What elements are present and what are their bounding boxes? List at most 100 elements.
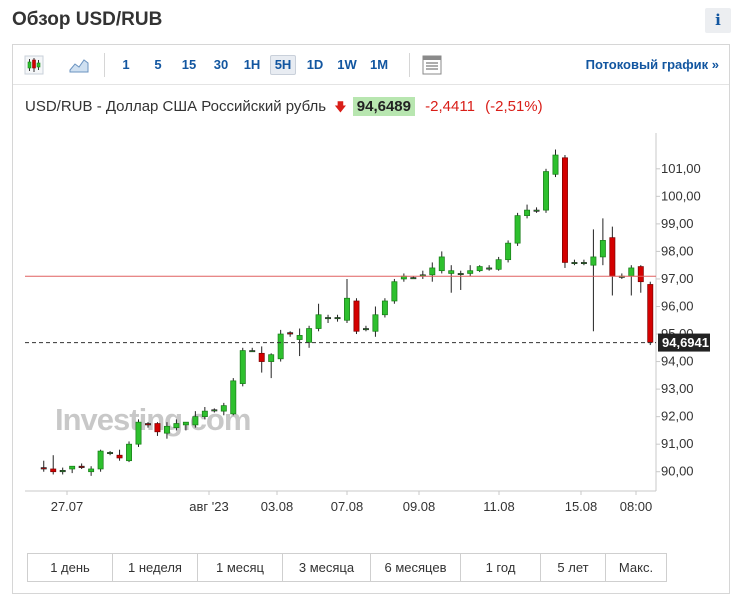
period-5-years[interactable]: 5 лет [541, 554, 606, 581]
x-tick-label: 08:00 [620, 499, 653, 514]
candlestick-icon[interactable] [23, 54, 45, 76]
candle-body [514, 215, 521, 244]
candle-body [495, 259, 502, 270]
candle-body [334, 317, 341, 320]
candle-body [590, 256, 597, 266]
x-tick-label: 03.08 [261, 499, 294, 514]
x-tick-label: 07.08 [331, 499, 364, 514]
quote-change: -2,4411 [425, 98, 475, 115]
candle-body [315, 314, 322, 329]
period-max[interactable]: Макс. [618, 560, 654, 575]
period-1-year[interactable]: 1 год [461, 554, 541, 581]
candle-body [163, 425, 170, 434]
candle-body [268, 354, 275, 362]
y-tick-label: 90,00 [661, 464, 694, 479]
interval-1w[interactable]: 1W [337, 57, 357, 72]
quote-symbol: USD/RUB [25, 98, 93, 115]
candle-body [429, 267, 436, 276]
y-tick-label: 100,00 [661, 188, 701, 203]
period-1-month[interactable]: 1 месяц [198, 554, 283, 581]
period-3-months[interactable]: 3 месяца [283, 554, 371, 581]
candle-body [647, 284, 654, 343]
interval-1m[interactable]: 1M [369, 57, 389, 72]
candle-body [391, 281, 398, 302]
candle-body [486, 267, 493, 270]
candle-body [107, 452, 114, 454]
y-tick-label: 92,00 [661, 409, 694, 424]
candle-body [97, 450, 104, 470]
candle-body [467, 270, 474, 274]
candle-body [258, 352, 265, 362]
current-price-label: 94,6941 [662, 335, 709, 350]
interval-5h[interactable]: 5H [270, 55, 296, 75]
interval-30[interactable]: 30 [213, 57, 229, 72]
candle-body [562, 157, 568, 263]
candle-body [50, 468, 57, 473]
x-tick-label: 09.08 [403, 499, 436, 514]
interval-15[interactable]: 15 [181, 57, 197, 72]
candle-body [438, 256, 445, 272]
page-title: Обзор USD/RUB [12, 9, 163, 30]
candle-body [533, 209, 540, 212]
streaming-chart-link[interactable]: Потоковый график » [585, 57, 719, 72]
x-tick-label: 15.08 [565, 499, 598, 514]
chart-toolbar: 1 5 15 30 1H 5H 1D 1W 1M Потоковый графи… [13, 45, 729, 85]
candle-body [543, 171, 549, 211]
candle-body [59, 469, 66, 473]
candle-body [580, 262, 587, 264]
candle-body [239, 350, 246, 384]
candle-body [220, 405, 227, 412]
candle-body [296, 335, 303, 340]
y-tick-label: 101,00 [661, 161, 701, 176]
interval-1[interactable]: 1 [122, 57, 130, 72]
y-tick-label: 99,00 [661, 216, 694, 231]
candle-body [78, 465, 85, 468]
candle-body [505, 242, 512, 261]
candle-body [126, 443, 132, 462]
candle-body [230, 380, 237, 415]
x-tick-label: авг '23 [189, 499, 228, 514]
y-tick-label: 94,00 [661, 354, 694, 369]
period-6-months[interactable]: 6 месяцев [371, 554, 461, 581]
y-tick-label: 93,00 [661, 381, 694, 396]
candle-body [145, 423, 151, 426]
candle-body [628, 267, 635, 277]
candle-body [372, 314, 379, 332]
candle-body [211, 409, 218, 412]
candle-body [173, 423, 180, 429]
area-chart-icon[interactable] [68, 54, 90, 76]
chart-panel: 1 5 15 30 1H 5H 1D 1W 1M Потоковый графи… [12, 44, 730, 594]
candle-body [599, 240, 606, 258]
candle-body [571, 262, 578, 264]
period-1-week[interactable]: 1 неделя [113, 554, 198, 581]
candle-body [524, 209, 531, 216]
y-tick-label: 98,00 [661, 243, 694, 258]
current-price-tag [658, 333, 710, 352]
down-arrow-icon: 🡇 [334, 100, 347, 114]
y-tick-label: 91,00 [661, 436, 694, 451]
interval-1h[interactable]: 1H [243, 57, 261, 72]
candle-body [277, 333, 284, 360]
y-tick-label: 96,00 [661, 298, 694, 313]
x-tick-label: 27.07 [51, 499, 84, 514]
candle-body [448, 270, 455, 274]
info-button[interactable]: i [705, 8, 731, 33]
candle-body [552, 154, 559, 175]
candle-body [154, 423, 161, 433]
interval-5[interactable]: 5 [154, 57, 162, 72]
candle-body [40, 467, 47, 470]
candle-body [182, 421, 189, 426]
candle-body [192, 416, 199, 426]
interval-1d[interactable]: 1D [306, 57, 324, 72]
price-chart[interactable]: Investing.com90,0091,0092,0093,0094,0095… [25, 133, 718, 523]
chart-settings-icon[interactable] [421, 54, 443, 76]
candle-body [249, 350, 256, 353]
candle-body [306, 328, 313, 343]
candle-body [88, 468, 95, 473]
period-1-day[interactable]: 1 день [28, 554, 113, 581]
candle-body [325, 317, 332, 320]
candle-body [362, 328, 369, 331]
candle-body [69, 465, 76, 470]
quote-price: 94,6489 [352, 97, 415, 116]
candle-body [201, 410, 208, 417]
